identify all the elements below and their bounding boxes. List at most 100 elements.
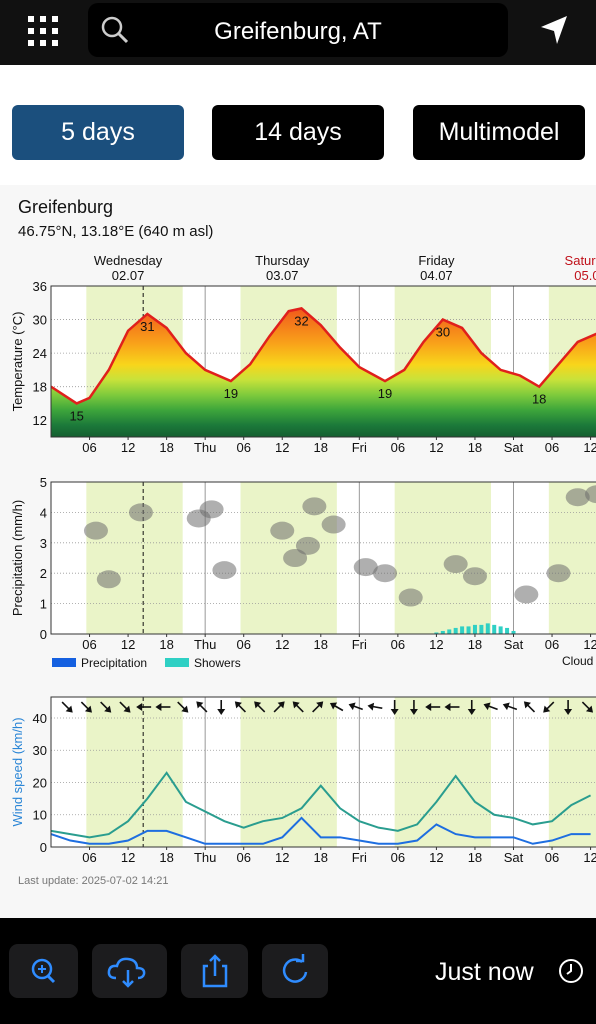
- arrow-head: [390, 709, 399, 715]
- x-tick-label: 18: [314, 440, 328, 455]
- x-tick-label: 12: [429, 637, 443, 652]
- bar: [447, 629, 452, 634]
- wind-arrow: [217, 700, 226, 715]
- wind-arrow: [234, 701, 247, 713]
- cloud: [270, 521, 295, 540]
- top-bar: Greifenburg, AT: [0, 0, 596, 65]
- y-tick-label: 12: [33, 413, 47, 428]
- extreme-label: 30: [436, 325, 450, 340]
- x-tick-label: Fri: [352, 850, 367, 865]
- legend-label: Showers: [194, 656, 241, 670]
- wind-arrow: [523, 701, 536, 713]
- arrow-head: [409, 709, 418, 715]
- bar: [440, 630, 445, 634]
- wind-arrow: [196, 701, 208, 713]
- extreme-label: 19: [378, 386, 392, 401]
- wind-line: [51, 771, 592, 839]
- arrow-head: [136, 703, 143, 711]
- arrow-head: [234, 701, 242, 709]
- x-tick-label: 06: [545, 850, 559, 865]
- temperature-area: [51, 308, 596, 437]
- arrow-head: [523, 701, 531, 709]
- legend-swatch: [165, 658, 189, 667]
- day-name: Friday: [418, 253, 455, 268]
- location: Greifenburg: [18, 197, 113, 217]
- wind-arrow: [367, 702, 383, 711]
- bar: [434, 632, 439, 634]
- cloud: [302, 497, 327, 516]
- cloud: [128, 503, 153, 522]
- menu-icon[interactable]: [14, 2, 74, 62]
- y-tick-label: 0: [40, 627, 47, 642]
- day-date: 04.07: [420, 268, 453, 283]
- y-tick-label: 4: [40, 505, 47, 520]
- x-tick-label: 12: [583, 850, 596, 865]
- location-icon[interactable]: [535, 10, 575, 50]
- y-tick-label: 10: [33, 808, 47, 823]
- wind-arrow: [348, 702, 363, 711]
- plot-frame: [50, 481, 596, 635]
- coordinates: 46.75°N, 13.18°E (640 m asl): [18, 223, 213, 240]
- share-button[interactable]: [181, 944, 248, 998]
- arrow-head: [292, 701, 300, 709]
- wind-arrow: [329, 702, 344, 712]
- wind-arrow: [581, 701, 594, 713]
- wind-arrow: [155, 703, 171, 711]
- last-update: Last update: 2025-07-02 14:21: [18, 875, 168, 887]
- bar: [453, 627, 458, 634]
- daylight: [548, 482, 596, 634]
- tab[interactable]: 5 days: [12, 105, 184, 160]
- day-name: Thursday: [255, 253, 310, 268]
- arrow-head: [329, 702, 338, 710]
- x-tick-label: Fri: [352, 440, 367, 455]
- y-tick-label: 30: [33, 743, 47, 758]
- plot: 15 31 19 32 19 30 18: [51, 286, 596, 437]
- status-text: Just now: [435, 958, 534, 986]
- wind-arrow: [119, 701, 131, 713]
- plot: [51, 697, 596, 847]
- arrow-head: [196, 701, 204, 709]
- tab[interactable]: 14 days: [212, 105, 384, 160]
- x-tick-label: 06: [391, 440, 405, 455]
- arrow-head: [155, 703, 162, 711]
- cloud: [321, 515, 346, 534]
- arrow-head: [123, 705, 131, 713]
- arrow-head: [104, 705, 112, 713]
- refresh-button[interactable]: [262, 944, 328, 998]
- arrow-head: [585, 705, 594, 713]
- search-bar[interactable]: Greifenburg, AT: [88, 3, 508, 57]
- day-date: 02.07: [112, 268, 145, 283]
- x-tick-label: 06: [545, 637, 559, 652]
- arrow-head: [367, 702, 375, 711]
- arrow-head: [254, 701, 262, 709]
- bar: [479, 624, 484, 634]
- bar: [485, 623, 490, 634]
- extreme-label: 19: [224, 386, 238, 401]
- temperature-line: [51, 307, 596, 405]
- y-axis-label: Temperature (°C): [10, 312, 25, 412]
- download-button[interactable]: [92, 944, 167, 998]
- tab[interactable]: Multimodel: [413, 105, 585, 160]
- cloud: [199, 500, 224, 519]
- arrow-head: [217, 709, 226, 715]
- x-tick-label: 18: [314, 637, 328, 652]
- arrow-head: [543, 705, 551, 713]
- y-tick-label: 0: [40, 840, 47, 855]
- arrow-head: [316, 701, 324, 709]
- x-tick-label: Thu: [194, 850, 216, 865]
- x-tick-label: 12: [583, 637, 596, 652]
- x-tick-label: 12: [275, 440, 289, 455]
- wind-arrow: [273, 701, 285, 713]
- zoom-button[interactable]: [9, 944, 78, 998]
- arrow-head: [444, 703, 451, 711]
- plot-frame: [50, 696, 596, 848]
- extreme-label: 31: [140, 319, 154, 334]
- wind-arrow: [444, 703, 460, 711]
- day-date: 03.07: [266, 268, 299, 283]
- x-tick-label: 06: [236, 440, 250, 455]
- arrow-head: [502, 702, 510, 711]
- arrow-head: [483, 702, 491, 711]
- extreme-label: 32: [294, 313, 308, 328]
- cloud: [96, 570, 121, 589]
- day-name: Saturday: [565, 253, 596, 268]
